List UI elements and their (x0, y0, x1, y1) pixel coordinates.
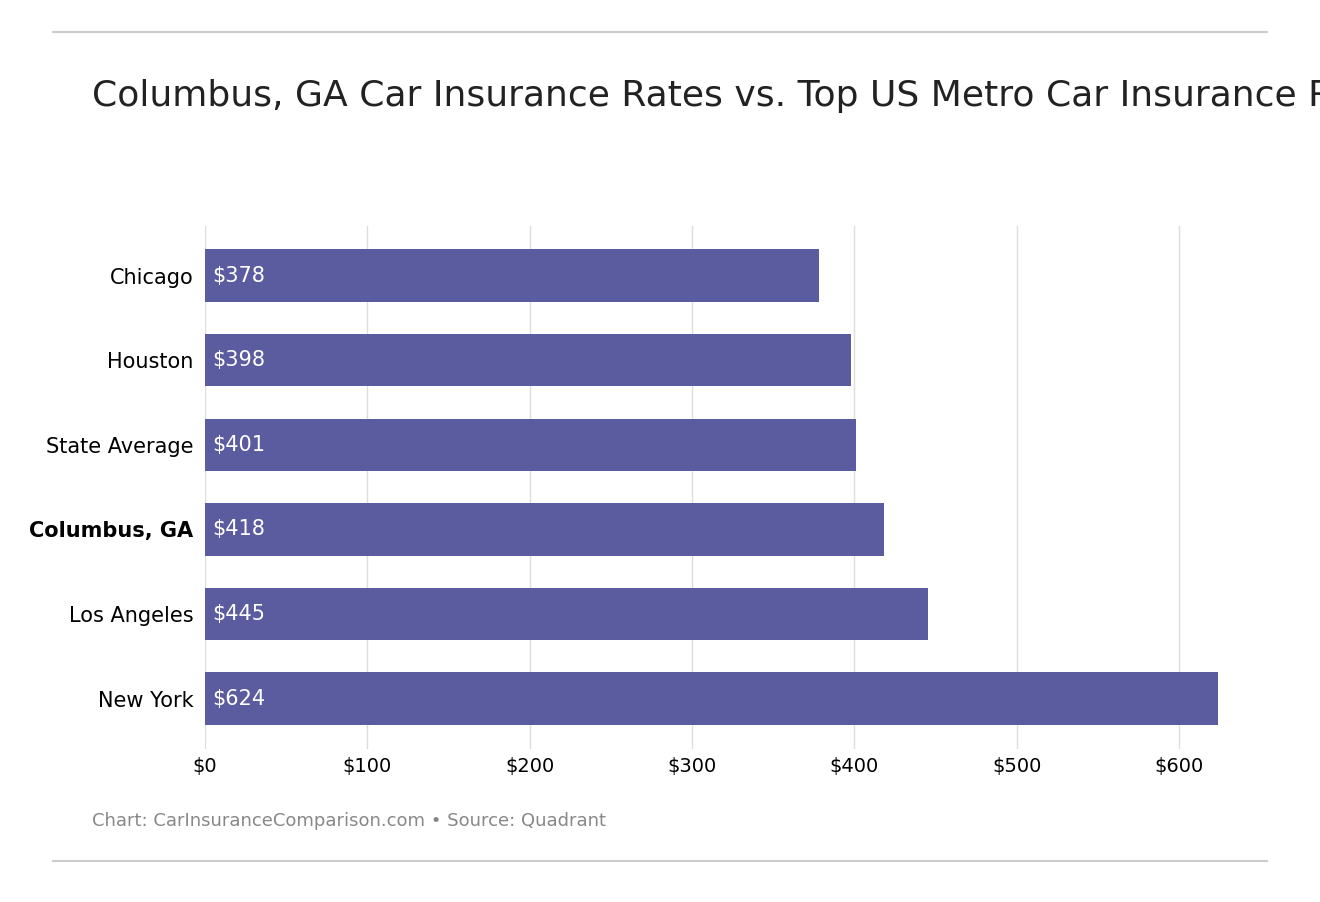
Text: $401: $401 (213, 435, 265, 455)
Text: $445: $445 (213, 604, 265, 624)
Text: $418: $418 (213, 520, 265, 539)
Bar (205, 503, 883, 556)
Bar (205, 419, 857, 471)
Text: Chart: CarInsuranceComparison.com • Source: Quadrant: Chart: CarInsuranceComparison.com • Sour… (92, 812, 606, 830)
Bar (205, 334, 851, 386)
Text: Columbus, GA Car Insurance Rates vs. Top US Metro Car Insurance Rates: Columbus, GA Car Insurance Rates vs. Top… (92, 78, 1320, 113)
Bar (205, 249, 818, 302)
Bar (205, 588, 928, 640)
Text: $378: $378 (213, 265, 265, 286)
Bar (205, 672, 1218, 725)
Text: $398: $398 (213, 350, 265, 370)
Text: $624: $624 (213, 688, 265, 709)
